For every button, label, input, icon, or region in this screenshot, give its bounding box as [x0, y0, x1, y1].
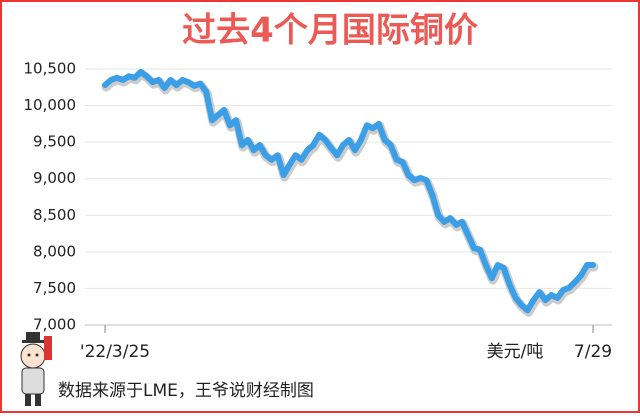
x-tick-label: 7/29 [574, 342, 612, 362]
mascot [20, 332, 52, 406]
chart-title: 过去4个月国际铜价 [182, 11, 478, 51]
y-tick-label: 10,500 [24, 60, 77, 78]
y-tick-label: 7,000 [33, 316, 76, 334]
price-line [102, 68, 596, 314]
y-tick-label: 8,000 [33, 242, 76, 260]
y-tick-label: 7,500 [33, 279, 76, 297]
unit-label: 美元/吨 [487, 342, 544, 362]
y-tick-label: 8,500 [33, 206, 76, 224]
y-tick-label: 9,000 [33, 169, 76, 187]
y-tick-label: 9,500 [33, 133, 76, 151]
source-note: 数据来源于LME，王爷说财经制图 [58, 381, 314, 401]
x-tick-label: '22/3/25 [80, 342, 150, 362]
y-tick-label: 10,000 [24, 96, 77, 114]
